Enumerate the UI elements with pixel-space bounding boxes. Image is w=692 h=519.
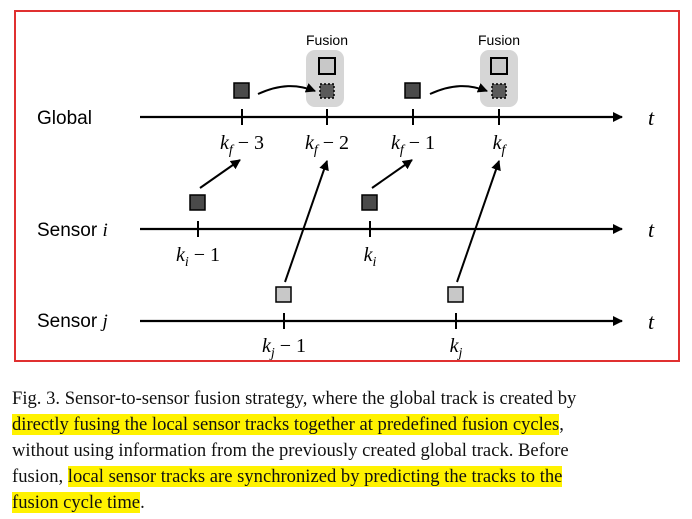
arrow-sensor-i-to-kf-3: [199, 159, 241, 189]
sensor-j-track-kj-1: [275, 286, 292, 303]
caption-highlight: directly fusing the local sensor tracks …: [12, 414, 560, 435]
sensor-i-track-ki-1: [189, 194, 206, 211]
caption-text: ,: [559, 414, 564, 435]
arrow-sensor-j-to-kf-2: [284, 160, 329, 283]
caption-text: .: [140, 492, 145, 513]
caption-text: Fig. 3. Sensor-to-sensor fusion strategy…: [12, 388, 577, 409]
caption-line: Fig. 3. Sensor-to-sensor fusion strategy…: [12, 386, 680, 412]
tick-label-kf-2: kf − 2: [305, 132, 349, 158]
tick-label-ki: ki: [364, 244, 377, 270]
predicted-track-kf: [491, 83, 507, 99]
row-label-sensor-j: Sensor j: [37, 311, 108, 332]
arrow-sensor-j-to-kf: [456, 160, 501, 283]
tick-label-kj-1: kj − 1: [262, 335, 306, 361]
prediction-arrow-1: [257, 83, 316, 95]
fusion-label-2: Fusion: [478, 32, 520, 48]
fused-track-kf-2: [318, 57, 336, 75]
fusion-label-1: Fusion: [306, 32, 348, 48]
fused-track-kf: [490, 57, 508, 75]
caption-line: without using information from the previ…: [12, 438, 680, 464]
tick-label-kf-1: kf − 1: [391, 132, 435, 158]
figure-frame: [14, 10, 680, 362]
arrow-sensor-i-to-kf-1: [371, 159, 413, 189]
fusion-box-2: [480, 50, 518, 107]
caption-highlight: fusion cycle time: [12, 492, 141, 513]
tick-label-kf-3: kf − 3: [220, 132, 264, 158]
prediction-arrow-2: [429, 83, 488, 95]
row-label-sensor-i: Sensor i: [37, 220, 108, 241]
predicted-track-kf-2: [319, 83, 335, 99]
axis-t-global: t: [648, 105, 655, 130]
sensor-j-track-kj: [447, 286, 464, 303]
fusion-diagram: Fusion Fusion Global Sensor i Sensor j t…: [37, 32, 655, 361]
figure-caption: Fig. 3. Sensor-to-sensor fusion strategy…: [12, 386, 680, 516]
global-track-kf-1: [404, 82, 421, 99]
axis-t-sensor-i: t: [648, 217, 655, 242]
tick-label-kj: kj: [450, 335, 463, 361]
caption-line: directly fusing the local sensor tracks …: [12, 412, 680, 438]
row-label-global: Global: [37, 108, 92, 129]
tick-label-ki-1: ki − 1: [176, 244, 220, 270]
caption-text: fusion,: [12, 466, 68, 487]
tick-label-kf: kf: [493, 132, 508, 158]
global-track-kf-3: [233, 82, 250, 99]
axis-t-sensor-j: t: [648, 309, 655, 334]
caption-text: without using information from the previ…: [12, 440, 569, 461]
caption-line: fusion, local sensor tracks are synchron…: [12, 464, 680, 490]
sensor-i-track-ki: [361, 194, 378, 211]
caption-line: fusion cycle time.: [12, 490, 680, 516]
caption-highlight: local sensor tracks are synchronized by …: [67, 466, 563, 487]
